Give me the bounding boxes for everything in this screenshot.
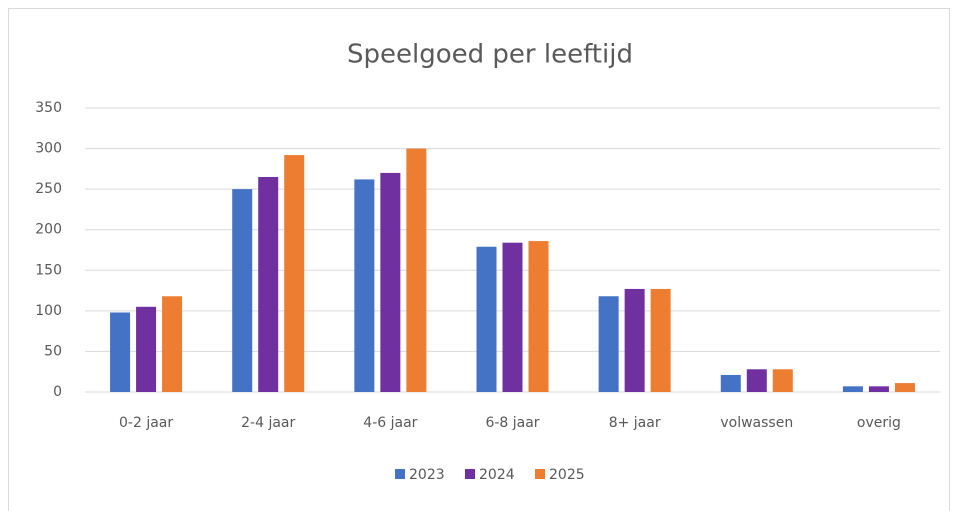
bar bbox=[380, 172, 401, 392]
y-tick-label: 350 bbox=[35, 100, 62, 116]
bar bbox=[720, 374, 741, 392]
x-tick-label: 2-4 jaar bbox=[241, 415, 295, 431]
y-tick-label: 0 bbox=[53, 384, 62, 400]
bar bbox=[772, 369, 793, 392]
bar bbox=[232, 189, 253, 392]
x-tick-label: volwassen bbox=[720, 415, 793, 431]
bar bbox=[476, 246, 497, 392]
bar bbox=[110, 312, 131, 392]
bar bbox=[284, 155, 305, 392]
legend-label: 2023 bbox=[409, 467, 445, 483]
x-tick-label: overig bbox=[857, 415, 901, 431]
bar bbox=[894, 383, 915, 392]
legend-label: 2025 bbox=[549, 467, 585, 483]
chart-title: Speelgoed per leeftijd bbox=[347, 40, 633, 70]
y-tick-label: 100 bbox=[35, 303, 62, 319]
legend-swatch bbox=[395, 469, 405, 479]
y-tick-label: 50 bbox=[44, 343, 62, 359]
x-tick-label: 0-2 jaar bbox=[119, 415, 173, 431]
y-tick-label: 300 bbox=[35, 141, 62, 157]
y-tick-label: 200 bbox=[35, 222, 62, 238]
bar bbox=[746, 369, 767, 392]
y-tick-label: 150 bbox=[35, 262, 62, 278]
bar bbox=[868, 386, 889, 392]
x-tick-label: 4-6 jaar bbox=[363, 415, 417, 431]
bar bbox=[258, 176, 279, 392]
bar bbox=[598, 296, 619, 392]
bar bbox=[406, 148, 427, 392]
bar bbox=[528, 241, 549, 392]
x-tick-label: 8+ jaar bbox=[609, 415, 661, 431]
legend-swatch bbox=[465, 469, 475, 479]
bar bbox=[502, 242, 523, 392]
x-tick-label: 6-8 jaar bbox=[485, 415, 539, 431]
bar bbox=[842, 386, 863, 392]
legend-swatch bbox=[535, 469, 545, 479]
bar bbox=[354, 179, 375, 392]
bar bbox=[162, 296, 183, 392]
bar bbox=[650, 288, 671, 392]
legend-label: 2024 bbox=[479, 467, 515, 483]
y-tick-label: 250 bbox=[35, 181, 62, 197]
bar bbox=[136, 306, 157, 392]
bar bbox=[624, 288, 645, 392]
